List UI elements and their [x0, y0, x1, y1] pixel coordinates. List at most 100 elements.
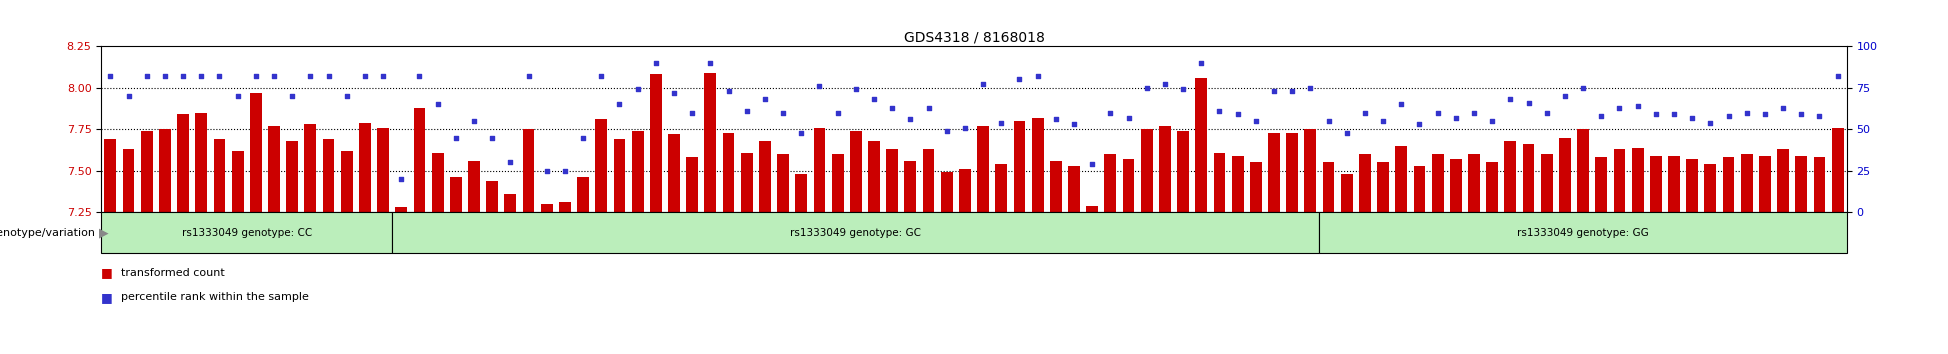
Point [1204, 108, 1235, 114]
Bar [269, 126, 281, 212]
Bar [123, 149, 134, 212]
Bar [614, 139, 625, 212]
Point [768, 110, 799, 115]
Bar [760, 141, 771, 212]
Point [658, 90, 690, 96]
Point [1477, 118, 1508, 124]
Point [676, 110, 707, 115]
Point [495, 160, 526, 165]
Bar [1105, 154, 1116, 212]
Bar [487, 181, 499, 212]
Bar [1687, 159, 1699, 212]
Bar [140, 131, 152, 212]
Point [131, 73, 162, 79]
Point [1440, 115, 1471, 120]
Bar [505, 194, 516, 212]
Point [914, 105, 945, 110]
Bar [160, 129, 171, 212]
Point [1494, 96, 1525, 102]
Point [532, 168, 563, 174]
Point [730, 108, 762, 114]
Bar [1142, 129, 1153, 212]
Bar [1486, 162, 1498, 212]
Bar [923, 149, 935, 212]
Point [713, 88, 744, 94]
Point [113, 93, 144, 99]
Bar [1196, 78, 1208, 212]
Bar [1742, 154, 1753, 212]
Bar [1286, 132, 1297, 212]
Point [1095, 110, 1126, 115]
Bar [432, 153, 444, 212]
Bar [105, 139, 117, 212]
Point [1058, 121, 1089, 127]
Bar [468, 161, 479, 212]
Bar [1796, 156, 1808, 212]
Point [986, 120, 1017, 125]
Bar [1650, 156, 1662, 212]
Bar [304, 124, 316, 212]
Point [840, 86, 871, 92]
Point [1514, 100, 1545, 105]
Bar [1068, 166, 1079, 212]
Bar [795, 174, 806, 212]
Bar [1360, 154, 1371, 212]
Point [822, 110, 853, 115]
Point [1003, 76, 1034, 82]
Point [222, 93, 253, 99]
Point [185, 73, 216, 79]
Point [1586, 113, 1617, 119]
Point [512, 73, 543, 79]
Bar [1251, 162, 1262, 212]
Point [1367, 118, 1399, 124]
Text: transformed count: transformed count [121, 268, 224, 278]
Point [695, 60, 727, 65]
Point [549, 168, 581, 174]
Bar [705, 73, 717, 212]
Point [477, 135, 508, 140]
Bar [1231, 156, 1243, 212]
Bar [577, 177, 588, 212]
Bar [395, 207, 407, 212]
Title: GDS4318 / 8168018: GDS4318 / 8168018 [904, 31, 1044, 45]
Bar [978, 126, 990, 212]
Point [785, 130, 816, 135]
Bar [1087, 206, 1099, 212]
Point [604, 101, 635, 107]
Point [1276, 88, 1307, 94]
Point [1350, 110, 1381, 115]
Point [314, 73, 345, 79]
Bar [1159, 126, 1171, 212]
Bar [1595, 158, 1607, 212]
Text: ▶: ▶ [99, 226, 109, 239]
Bar [1558, 138, 1570, 212]
Bar [1032, 118, 1044, 212]
Bar [832, 154, 843, 212]
Point [368, 73, 399, 79]
Bar [1504, 141, 1516, 212]
Point [1132, 85, 1163, 91]
Bar [249, 93, 261, 212]
Bar [559, 202, 571, 212]
Bar [814, 127, 826, 212]
Bar [1667, 156, 1679, 212]
Bar [1541, 154, 1553, 212]
Text: rs1333049 genotype: GC: rs1333049 genotype: GC [791, 228, 921, 238]
Point [1295, 85, 1327, 91]
Bar [651, 74, 662, 212]
Point [95, 73, 127, 79]
Point [586, 73, 618, 79]
Text: ■: ■ [101, 266, 113, 279]
Bar [1340, 174, 1352, 212]
Point [294, 73, 325, 79]
Point [1040, 116, 1071, 122]
Point [1258, 88, 1290, 94]
Point [1658, 112, 1689, 117]
Bar [323, 139, 335, 212]
Text: genotype/variation: genotype/variation [0, 228, 95, 238]
Bar [542, 204, 553, 212]
Bar [849, 131, 861, 212]
Point [859, 96, 890, 102]
Point [1313, 118, 1344, 124]
Point [1422, 110, 1453, 115]
